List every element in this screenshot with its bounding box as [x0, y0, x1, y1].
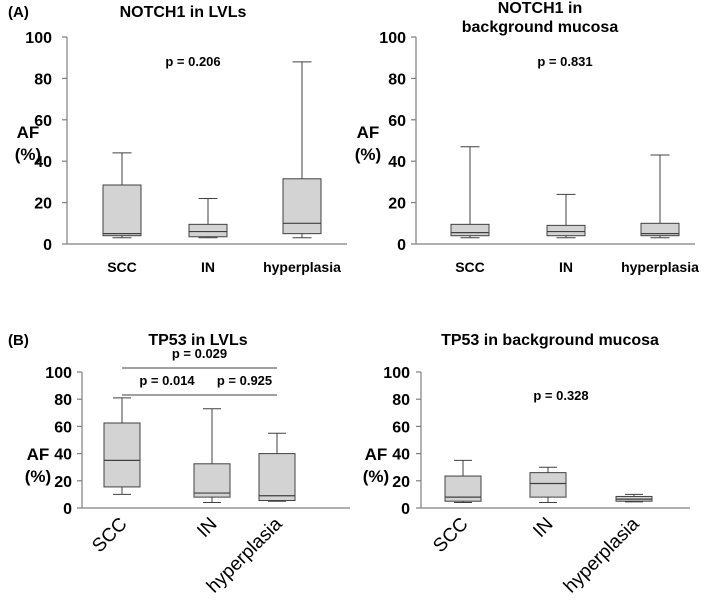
y-tick-label: 80: [388, 71, 406, 88]
box-hyperplasia: [282, 61, 322, 239]
p-value-label: p = 0.029: [172, 346, 227, 361]
box-scc: [103, 397, 141, 495]
y-tick-label: 100: [383, 365, 410, 382]
y-tick-label: 80: [34, 71, 52, 88]
x-tick-label: IN: [201, 259, 215, 275]
panel-label: (A): [8, 4, 29, 21]
x-tick-label: IN: [559, 259, 573, 275]
y-axis-label: (%): [355, 145, 381, 164]
panel-label: (B): [8, 332, 29, 349]
y-tick-label: 0: [401, 501, 410, 518]
box-iqr: [546, 224, 586, 237]
chart-panel-4: TP53 in background mucosa AF (%) 0 20 40 60 80 1…: [363, 332, 690, 597]
box-iqr: [282, 178, 322, 235]
box-scc: [444, 459, 482, 504]
x-tick-label: SCC: [88, 514, 131, 557]
x-tick-label: SCC: [107, 259, 137, 275]
y-axis-label: AF: [27, 445, 50, 464]
box-in: [529, 466, 567, 504]
y-tick-label: 20: [392, 474, 410, 491]
y-tick-label: 100: [45, 365, 72, 382]
box-iqr: [640, 222, 680, 237]
y-tick-label: 20: [54, 474, 72, 491]
box-iqr: [188, 223, 228, 238]
y-tick-label: 80: [54, 392, 72, 409]
p-value-label: p = 0.328: [533, 388, 588, 403]
box-iqr: [450, 223, 490, 237]
x-tick-label: SCC: [429, 514, 472, 557]
chart-panel-1: (A) NOTCH1 in LVLs AF (%) 0 20 40 60 80 100 SCC IN h…: [8, 4, 347, 275]
y-tick-label: 0: [43, 237, 52, 254]
y-tick-label: 60: [34, 113, 52, 130]
y-axis-label: AF: [365, 445, 388, 464]
y-tick-label: 0: [63, 501, 72, 518]
box-hyperplasia: [640, 154, 680, 239]
y-tick-label: 40: [388, 154, 406, 171]
x-tick-label: hyperplasia: [263, 259, 341, 275]
y-tick-label: 0: [397, 237, 406, 254]
y-tick-label: 20: [388, 196, 406, 213]
box-scc: [102, 152, 142, 239]
y-tick-label: 40: [392, 447, 410, 464]
y-axis-label: (%): [25, 467, 51, 486]
chart-title: NOTCH1 in LVLs: [120, 4, 247, 21]
box-in: [193, 408, 231, 504]
chart-panel-2: NOTCH1 in background mucosa AF (%) 0 20 40 60 80…: [355, 0, 699, 275]
y-tick-label: 40: [34, 154, 52, 171]
box-iqr: [102, 184, 142, 237]
box-iqr: [258, 453, 296, 502]
y-axis-label: AF: [17, 123, 40, 142]
y-axis-label: (%): [363, 467, 389, 486]
p-value-label: p = 0.831: [537, 54, 592, 69]
p-value-label: p = 0.925: [217, 373, 272, 388]
y-tick-label: 100: [25, 30, 52, 47]
y-tick-label: 60: [54, 419, 72, 436]
box-iqr: [529, 472, 567, 498]
box-hyperplasia: [615, 493, 653, 503]
chart-title: TP53 in background mucosa: [441, 332, 659, 349]
p-value-label: p = 0.014: [139, 373, 195, 388]
box-hyperplasia: [258, 432, 296, 502]
x-tick-label: hyperplasia: [560, 513, 644, 597]
y-tick-label: 100: [379, 30, 406, 47]
chart-title: TP53 in LVLs: [148, 332, 247, 349]
x-tick-label: IN: [529, 514, 557, 542]
p-value-label: p = 0.206: [165, 54, 220, 69]
y-tick-label: 40: [54, 447, 72, 464]
chart-title: background mucosa: [462, 19, 619, 36]
x-tick-label: IN: [193, 514, 221, 542]
box-in: [546, 193, 586, 239]
y-axis-label: (%): [15, 145, 41, 164]
box-iqr: [193, 463, 231, 498]
y-tick-label: 60: [392, 419, 410, 436]
x-tick-label: hyperplasia: [621, 259, 699, 275]
chart-title: NOTCH1 in: [498, 0, 582, 17]
box-scc: [450, 146, 490, 239]
box-in: [188, 197, 228, 239]
y-axis-label: AF: [357, 123, 380, 142]
box-iqr: [103, 422, 141, 488]
y-tick-label: 80: [392, 392, 410, 409]
y-tick-label: 20: [34, 196, 52, 213]
y-tick-label: 60: [388, 113, 406, 130]
x-tick-label: SCC: [455, 259, 485, 275]
